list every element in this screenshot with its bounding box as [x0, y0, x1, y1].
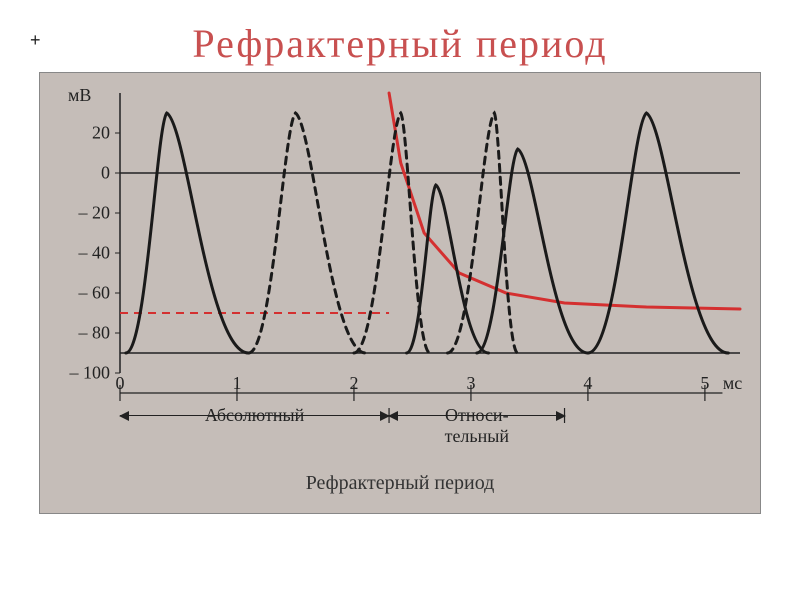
action-potential — [126, 113, 249, 353]
action-potential — [448, 113, 518, 353]
action-potential — [477, 149, 588, 353]
action-potential — [249, 113, 366, 353]
y-tick-label: – 80 — [40, 323, 110, 344]
action-potential — [407, 185, 489, 353]
refractory-period-chart: мВ Рефрактерный период 200– 20– 40– 60– … — [39, 72, 761, 514]
action-potential — [588, 113, 728, 353]
x-tick-label: 5 — [700, 373, 709, 394]
section-label: Относи-тельный — [389, 405, 564, 447]
x-tick-label: 1 — [232, 373, 241, 394]
page-title: Рефрактерный период — [20, 20, 780, 67]
y-tick-label: – 100 — [40, 363, 110, 384]
y-axis-unit: мВ — [68, 85, 91, 106]
title-tick-marks: + — [30, 30, 41, 51]
x-axis-unit: мс — [723, 373, 742, 394]
y-tick-label: 0 — [40, 163, 110, 184]
x-tick-label: 3 — [466, 373, 475, 394]
chart-caption: Рефрактерный период — [40, 472, 760, 495]
y-tick-label: – 20 — [40, 203, 110, 224]
x-tick-label: 0 — [116, 373, 125, 394]
chart-svg — [120, 93, 740, 373]
y-tick-label: – 60 — [40, 283, 110, 304]
y-tick-label: – 40 — [40, 243, 110, 264]
y-tick-label: 20 — [40, 123, 110, 144]
x-tick-label: 2 — [349, 373, 358, 394]
x-tick-label: 4 — [583, 373, 592, 394]
section-label: Абсолютный — [120, 405, 389, 426]
